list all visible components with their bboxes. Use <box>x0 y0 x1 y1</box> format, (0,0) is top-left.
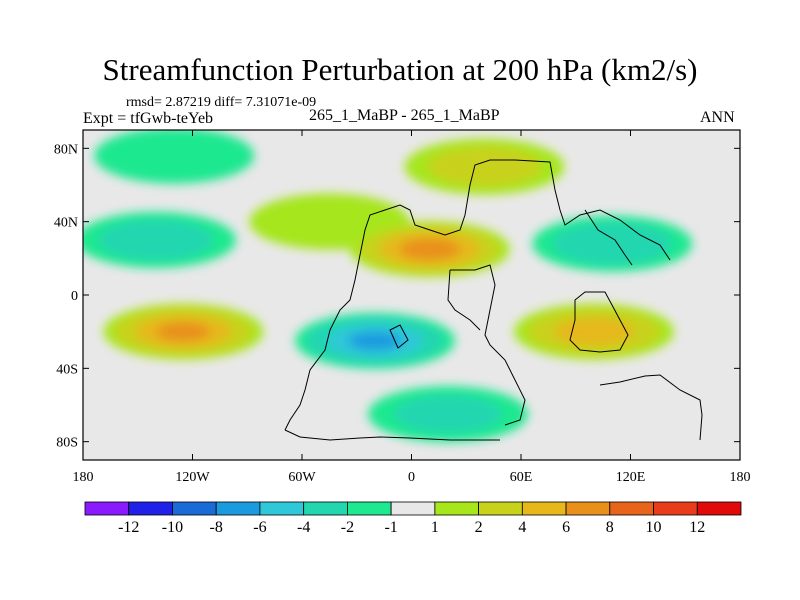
colorbar-swatch <box>565 501 611 516</box>
x-tick-label: 180 <box>73 470 94 485</box>
colorbar-swatch <box>128 501 173 516</box>
x-tick-label: 120W <box>175 470 210 485</box>
case-label: 265_1_MaBP - 265_1_MaBP <box>309 107 500 124</box>
experiment-label: Expt = tfGwb-teYeb <box>83 110 214 127</box>
colorbar-label: -6 <box>253 519 266 536</box>
anomaly-field <box>83 130 693 443</box>
anomaly-indian-ocean <box>514 303 674 360</box>
x-axis: 180 120W 60W 0 60E 120E 180 <box>73 130 751 485</box>
coastline-outline <box>284 159 703 441</box>
colorbar-swatch <box>390 501 436 516</box>
anomaly-eurasia-arctic <box>404 138 565 195</box>
colorbar-swatch <box>84 501 130 516</box>
anomaly-southern-ocean <box>368 386 528 443</box>
anomaly-south-pacific <box>103 303 264 360</box>
colorbar-swatch <box>653 501 698 516</box>
colorbar-swatch <box>478 501 523 516</box>
x-tick-label: 180 <box>730 470 751 485</box>
x-tick-label: 0 <box>408 470 415 485</box>
x-tick-label: 120E <box>616 470 646 485</box>
chart-title: Streamfunction Perturbation at 200 hPa (… <box>102 52 698 87</box>
colorbar-label: 6 <box>562 519 570 536</box>
y-axis: 80N 40N 0 40S 80S <box>54 142 740 451</box>
anomaly-africa-eurasia <box>349 221 510 278</box>
season-label: ANN <box>700 109 735 126</box>
colorbar-swatch <box>521 501 567 516</box>
colorbar-label: -4 <box>297 519 310 536</box>
colorbar-label: -2 <box>341 519 354 536</box>
colorbar-label: 12 <box>689 519 705 536</box>
colorbar-swatch <box>172 501 217 516</box>
y-tick-label: 80N <box>54 142 78 157</box>
y-tick-label: 40N <box>54 216 78 231</box>
x-tick-label: 60W <box>288 470 316 485</box>
colorbar-swatch <box>259 501 305 516</box>
colorbar: -12 -10 -8 -6 -4 -2 -1 1 2 4 6 8 10 12 <box>84 501 742 536</box>
x-tick-label: 60E <box>510 470 533 485</box>
y-tick-label: 0 <box>71 289 78 304</box>
colorbar-swatch <box>609 501 654 516</box>
colorbar-label: -1 <box>384 519 397 536</box>
colorbar-label: -8 <box>210 519 223 536</box>
colorbar-label: 1 <box>431 519 439 536</box>
anomaly-north-pacific-arctic <box>94 130 255 184</box>
anomaly-north-asia <box>532 215 693 272</box>
colorbar-label: 2 <box>475 519 483 536</box>
colorbar-label: 8 <box>606 519 614 536</box>
colorbar-label: -10 <box>162 519 183 536</box>
stats-label: rmsd= 2.87219 diff= 7.31071e-09 <box>126 95 317 110</box>
y-tick-label: 40S <box>56 362 78 377</box>
colorbar-swatch <box>215 501 261 516</box>
colorbar-label: 4 <box>518 519 526 536</box>
anomaly-north-pacific <box>83 212 236 268</box>
colorbar-swatch <box>696 501 742 516</box>
colorbar-swatch <box>303 501 348 516</box>
colorbar-label: -12 <box>118 519 139 536</box>
colorbar-swatch <box>434 501 479 516</box>
anomaly-tropical-atlantic <box>295 312 455 369</box>
y-tick-label: 80S <box>56 436 78 451</box>
colorbar-swatch <box>346 501 392 516</box>
colorbar-label: 10 <box>646 519 662 536</box>
